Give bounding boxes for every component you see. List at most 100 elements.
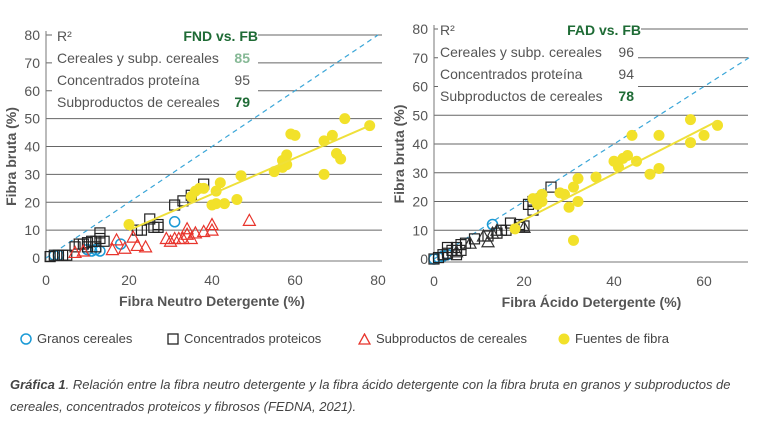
- r2-header-background: [438, 21, 641, 37]
- y-tick-label: 70: [412, 50, 428, 66]
- y-tick-label: 40: [24, 139, 40, 155]
- point-subproductos-cereales: [462, 235, 478, 249]
- point-concentrados-proteicos: [69, 241, 81, 253]
- point-subproductos-cereales: [175, 231, 190, 245]
- point-granos-cereales: [168, 216, 181, 228]
- r2-row-label: Cereales y subp. cereales: [57, 50, 219, 66]
- legend-item-granos: Granos cereales: [20, 331, 132, 346]
- y-tick-label: 40: [412, 136, 428, 152]
- y-tick-label: 10: [412, 222, 428, 238]
- x-axis-title: Fibra Ácido Detergente (%): [502, 294, 682, 310]
- point-fuentes-fibra: [281, 149, 293, 161]
- point-fuentes-fibra: [289, 129, 301, 141]
- point-subproductos-cereales: [117, 240, 132, 254]
- y-tick-label: 30: [412, 165, 428, 181]
- point-fuentes-fibra: [198, 182, 210, 194]
- square-icon: [167, 332, 179, 345]
- r2-row-value: 94: [618, 66, 634, 82]
- trend-line: [128, 124, 371, 232]
- y-axis-title: Fibra bruta (%): [3, 107, 19, 206]
- chart-title: FND vs. FB: [183, 28, 258, 44]
- filled-circle-icon: [558, 333, 570, 344]
- y-tick-label: 20: [412, 194, 428, 210]
- legend-label: Granos cereales: [37, 331, 133, 346]
- triangle-icon: [358, 332, 371, 345]
- point-fuentes-fibra: [509, 223, 521, 235]
- caption-label: Gráfica 1: [10, 377, 66, 392]
- point-fuentes-fibra: [590, 171, 602, 183]
- caption-text: . Relación entre la fibra neutro deterge…: [10, 377, 731, 414]
- point-fuentes-fibra: [318, 168, 330, 180]
- r2-row-label: Concentrados proteína: [57, 72, 200, 88]
- y-tick-label: 80: [24, 27, 40, 43]
- point-concentrados-proteicos: [61, 249, 73, 261]
- point-fuentes-fibra: [626, 129, 638, 141]
- point-fuentes-fibra: [231, 193, 243, 205]
- legend-item-subproductos: Subproductos de cereales: [358, 331, 527, 346]
- x-tick-label: 0: [42, 272, 50, 288]
- point-fuentes-fibra: [235, 170, 247, 182]
- point-subproductos-cereales: [489, 222, 505, 236]
- r2-row-label: Cereales y subp. cereales: [440, 44, 602, 60]
- x-tick-label: 0: [430, 273, 438, 289]
- y-tick-label: 60: [412, 79, 428, 95]
- point-fuentes-fibra: [123, 219, 135, 231]
- r2-row-label: Subproductos de cereales: [440, 88, 603, 104]
- point-subproductos-cereales: [76, 243, 91, 257]
- point-subproductos-cereales: [126, 229, 141, 243]
- point-subproductos-cereales: [68, 245, 83, 259]
- point-subproductos-cereales: [130, 238, 145, 252]
- point-concentrados-proteicos: [98, 235, 110, 247]
- point-subproductos-cereales: [180, 221, 195, 235]
- point-subproductos-cereales: [449, 244, 464, 258]
- legend-label: Subproductos de cereales: [376, 331, 528, 346]
- legend: Granos cereales Concentrados proteicos S…: [20, 331, 760, 351]
- y-tick-label: 10: [24, 222, 40, 238]
- point-fuentes-fibra: [335, 153, 347, 165]
- circle-icon: [20, 332, 32, 345]
- point-fuentes-fibra: [653, 129, 665, 141]
- y-axis-title: Fibra bruta (%): [391, 105, 407, 204]
- legend-item-concentrados: Concentrados proteicos: [167, 331, 321, 346]
- point-fuentes-fibra: [644, 168, 656, 180]
- y-tick-label: 70: [24, 55, 40, 71]
- point-fuentes-fibra: [685, 137, 696, 149]
- r2-row-label: Concentrados proteína: [440, 66, 583, 82]
- x-tick-label: 20: [516, 273, 532, 289]
- y-tick-label: 20: [24, 194, 40, 210]
- point-subproductos-cereales: [242, 213, 257, 226]
- chart-fnd-vs-fb: 0 10 20 30 40 50 60 70 80 0 20 40 60 80 R² FND vs. FB Ce…: [3, 27, 386, 309]
- r2-row-label: Subproductos de cereales: [57, 94, 220, 110]
- figure-caption: Gráfica 1. Relación entre la fibra neutr…: [10, 374, 760, 418]
- point-fuentes-fibra: [218, 198, 230, 210]
- point-fuentes-fibra: [653, 162, 665, 174]
- r2-header-background: [52, 27, 258, 43]
- legend-label: Fuentes de fibra: [575, 331, 669, 346]
- point-fuentes-fibra: [536, 196, 548, 207]
- y-tick-label: 50: [412, 107, 428, 123]
- identity-line: [45, 34, 379, 259]
- point-fuentes-fibra: [568, 234, 579, 246]
- point-subproductos-cereales: [204, 222, 220, 236]
- point-subproductos-cereales: [138, 239, 153, 253]
- legend-item-fibra: Fuentes de fibra: [558, 331, 669, 346]
- r2-header: R²: [440, 22, 455, 38]
- x-tick-label: 40: [204, 272, 220, 288]
- y-tick-label: 50: [24, 111, 40, 127]
- point-concentrados-proteicos: [152, 221, 164, 233]
- chart-fad-vs-fb: 0 10 20 30 40 50 60 70 80 0 20 40 60 R² FAD vs. FB Cere…: [391, 21, 750, 310]
- x-tick-label: 20: [121, 272, 137, 288]
- point-subproductos-cereales: [480, 234, 496, 248]
- y-tick-label: 0: [32, 250, 40, 266]
- r2-row-value: 95: [234, 72, 250, 88]
- point-subproductos-cereales: [163, 234, 178, 247]
- point-subproductos-cereales: [516, 220, 532, 233]
- point-subproductos-cereales: [109, 232, 124, 246]
- point-concentrados-proteicos: [94, 227, 106, 239]
- point-subproductos-cereales: [485, 225, 500, 239]
- x-tick-label: 40: [606, 273, 622, 289]
- y-tick-label: 60: [24, 83, 40, 99]
- point-fuentes-fibra: [339, 113, 351, 125]
- point-fuentes-fibra: [685, 114, 696, 126]
